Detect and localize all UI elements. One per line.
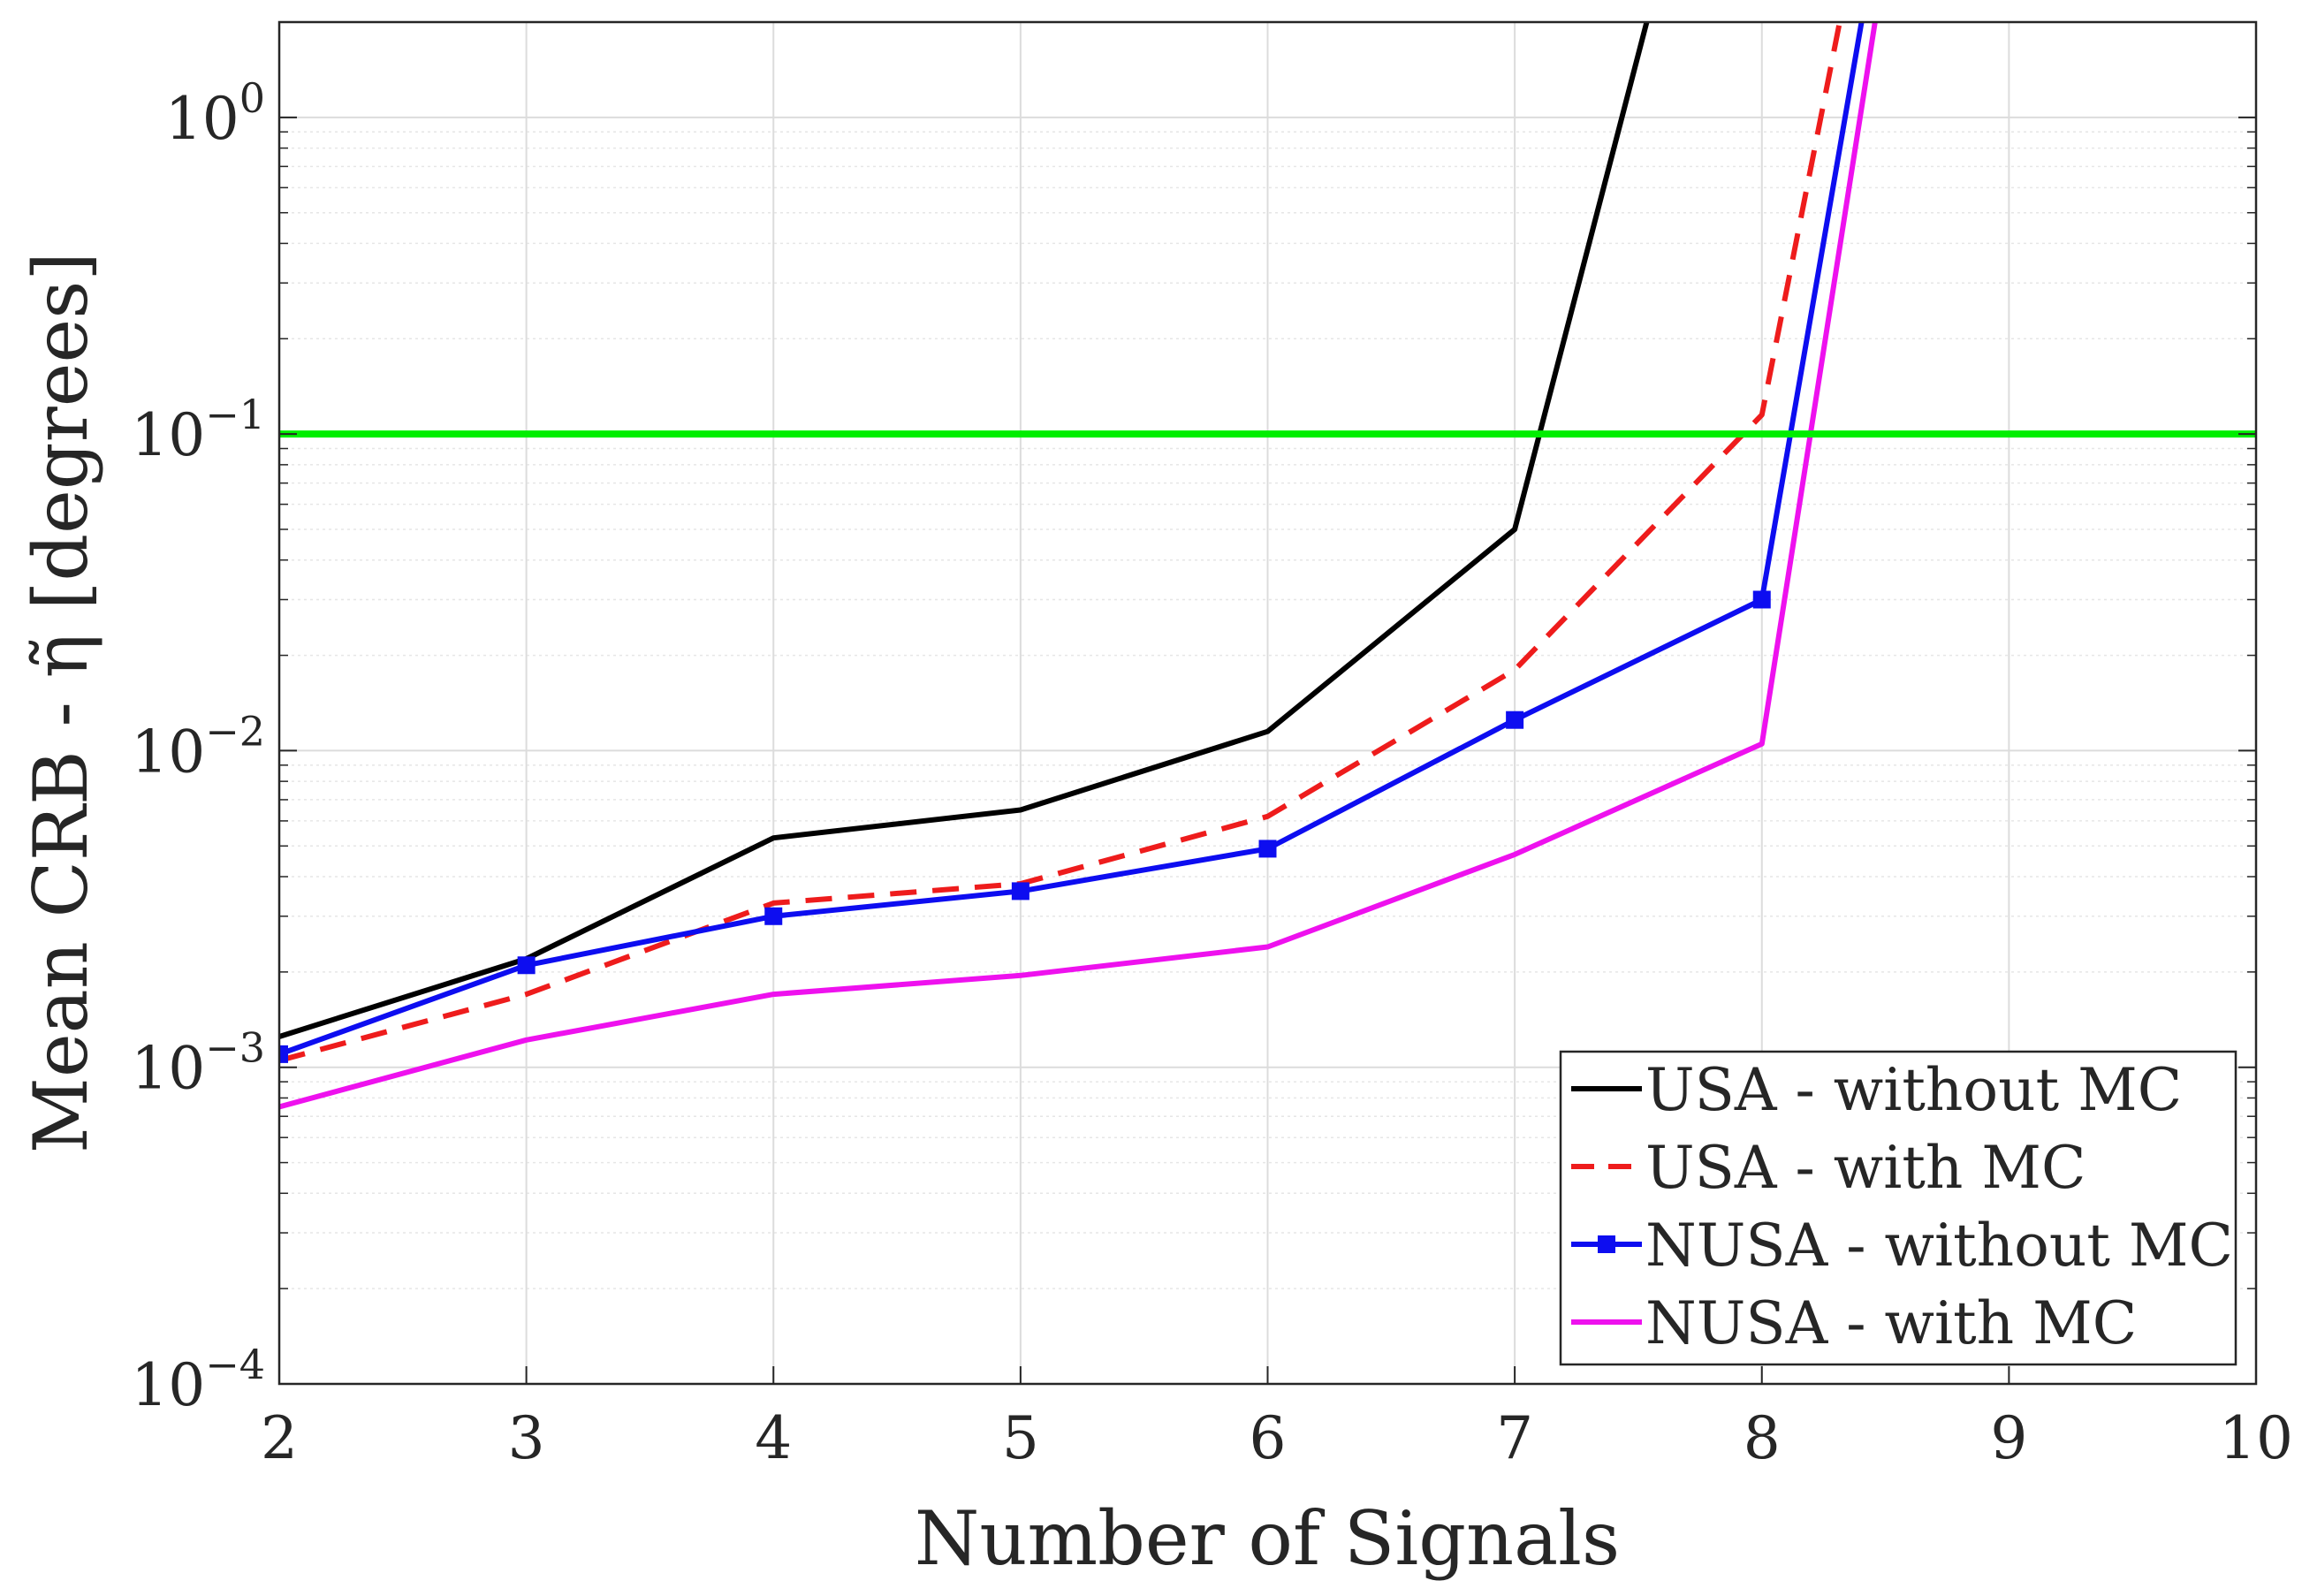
x-tick-label: 7: [1496, 1404, 1533, 1472]
series-marker: [764, 907, 783, 925]
legend-label: NUSA - with MC: [1645, 1289, 2137, 1357]
legend: USA - without MC USA - with MC NUSA - with…: [1559, 1050, 2237, 1366]
y-axis-ticks: 10−4 10−3 10−2 10−1 100: [131, 74, 2256, 1419]
y-tick-label: 10−4: [131, 1341, 265, 1419]
x-tick-label: 10: [2219, 1404, 2293, 1472]
y-tick-label: 10−3: [131, 1024, 265, 1103]
x-tick-label: 2: [261, 1404, 298, 1472]
x-tick-label: 3: [508, 1404, 545, 1472]
legend-marker: [1598, 1235, 1615, 1253]
legend-label: USA - without MC: [1645, 1056, 2182, 1124]
x-tick-label: 4: [755, 1404, 792, 1472]
legend-label: USA - with MC: [1645, 1134, 2085, 1202]
series-marker: [1258, 840, 1277, 858]
x-axis-ticks: 2 3 4 5 6 7 8 9 10: [261, 1366, 2293, 1472]
series-layer: [279, 22, 1878, 1110]
series-marker: [1752, 590, 1771, 609]
y-tick-label: 10−2: [131, 707, 265, 786]
x-tick-label: 6: [1250, 1404, 1287, 1472]
series-line: [279, 22, 1865, 1057]
series-marker: [279, 1045, 288, 1063]
minor-grid: [279, 131, 2256, 1289]
legend-label: NUSA - without MC: [1645, 1212, 2233, 1280]
legend-box: [1559, 1050, 2237, 1366]
series-marker: [517, 956, 536, 975]
series-marker: [1011, 882, 1029, 901]
y-tick-label: 100: [165, 74, 265, 153]
series-line: [279, 22, 1842, 1063]
x-axis-label: Number of Signals: [915, 1495, 1620, 1582]
series-line: [279, 22, 1878, 1110]
series-marker: [1506, 711, 1524, 729]
x-tick-label: 8: [1744, 1404, 1781, 1472]
x-tick-label: 5: [1002, 1404, 1039, 1472]
y-tick-label: 10−1: [131, 391, 265, 469]
x-tick-label: 9: [1990, 1404, 2027, 1472]
y-axis-label: Mean CRB - η̃ [degrees]: [18, 252, 104, 1153]
